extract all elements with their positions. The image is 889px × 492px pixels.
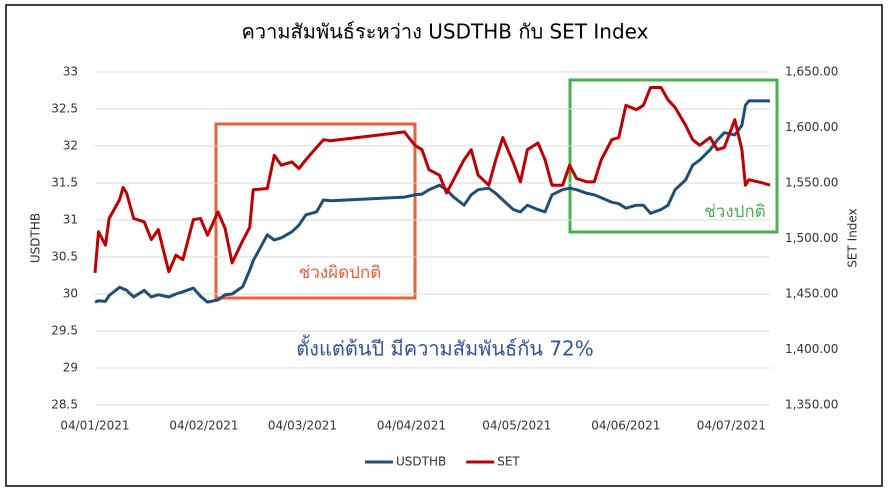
y2-tick-label: 1,450.00 [785,287,838,301]
y2-tick-label: 1,350.00 [785,398,838,412]
legend-label: USDTHB [396,455,446,469]
y2-tick-label: 1,550.00 [785,176,838,190]
series-line [93,86,771,274]
y2-tick-label: 1,600.00 [785,120,838,134]
x-tick-label: 04/06/2021 [591,419,660,433]
y-tick-label: 29.5 [51,324,78,338]
normal-label: ช่วงปกติ [704,202,766,222]
y-tick-label: 33 [63,65,78,79]
y-axis-label: USDTHB [29,213,43,263]
y-tick-label: 31.5 [51,176,78,190]
y2-tick-label: 1,500.00 [785,231,838,245]
y-tick-label: 30 [63,287,78,301]
y-tick-label: 29 [63,361,78,375]
y2-axis-label: SET Index [846,208,860,267]
abnormal-box [214,122,417,300]
x-tick-label: 04/02/2021 [169,419,238,433]
y2-tick-label: 1,400.00 [785,342,838,356]
chart-title: ความสัมพันธ์ระหว่าง USDTHB กับ SET Index [242,20,649,44]
normal-box [568,78,779,234]
y-tick-label: 28.5 [51,398,78,412]
x-tick-label: 04/03/2021 [268,419,337,433]
y-tick-label: 32 [63,139,78,153]
series-line [94,99,770,304]
y-tick-label: 32.5 [51,102,78,116]
x-tick-label: 04/01/2021 [60,419,129,433]
y-tick-label: 31 [63,213,78,227]
x-tick-label: 04/04/2021 [377,419,446,433]
legend-label: SET [497,455,520,469]
y-tick-label: 30.5 [51,250,78,264]
y2-tick-label: 1,650.00 [785,65,838,79]
chart-border [5,4,883,487]
x-tick-label: 04/05/2021 [482,419,551,433]
abnormal-label: ช่วงผิดปกติ [299,263,382,283]
correlation-note: ตั้งแต่ต้นปี มีความสัมพันธ์กัน 72% [296,335,594,361]
x-tick-label: 04/07/2021 [697,419,766,433]
